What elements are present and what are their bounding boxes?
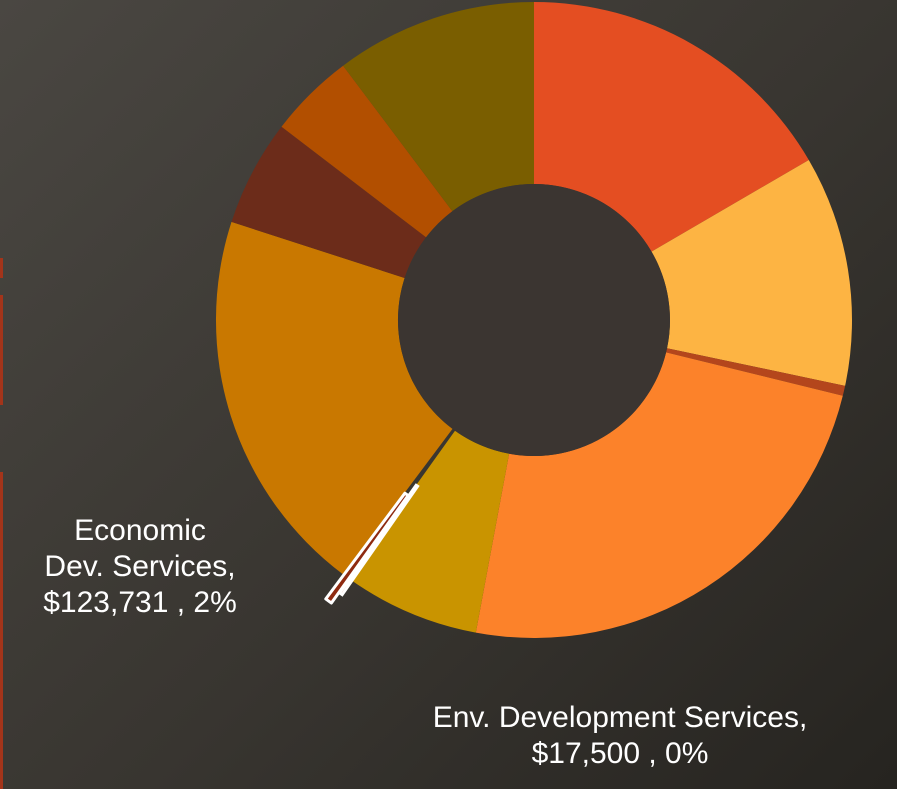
doughnut-slice-4	[475, 352, 843, 638]
doughnut-slice-10	[343, 2, 534, 212]
left-edge-mark-2	[0, 295, 3, 405]
doughnut-slice-1	[534, 2, 809, 252]
doughnut-slices	[215, 2, 852, 638]
label-line: $123,731 , 2%	[43, 586, 237, 619]
label-line: Economic	[74, 514, 206, 547]
label-line: Env. Development Services,	[432, 701, 808, 734]
label-line: $17,500 , 0%	[531, 737, 709, 770]
data-label-economic-dev-services: Economic Dev. Services, $123,731 , 2%	[0, 513, 280, 621]
doughnut-hole	[398, 184, 670, 456]
data-label-env-development-services: Env. Development Services, $17,500 , 0%	[370, 700, 870, 772]
doughnut-slice-3	[666, 348, 846, 396]
doughnut-slice-8	[231, 126, 426, 278]
label-line: Dev. Services,	[44, 550, 236, 583]
doughnut-slice-9	[281, 65, 453, 238]
left-edge-mark-1	[0, 258, 3, 278]
doughnut-slice-2	[651, 160, 852, 386]
doughnut-slice-env-development-services	[337, 483, 420, 597]
left-edge-mark-3	[0, 472, 3, 789]
doughnut-slice-5	[349, 430, 510, 633]
exploded-slices	[324, 483, 420, 605]
doughnut-slice-7	[215, 221, 453, 575]
